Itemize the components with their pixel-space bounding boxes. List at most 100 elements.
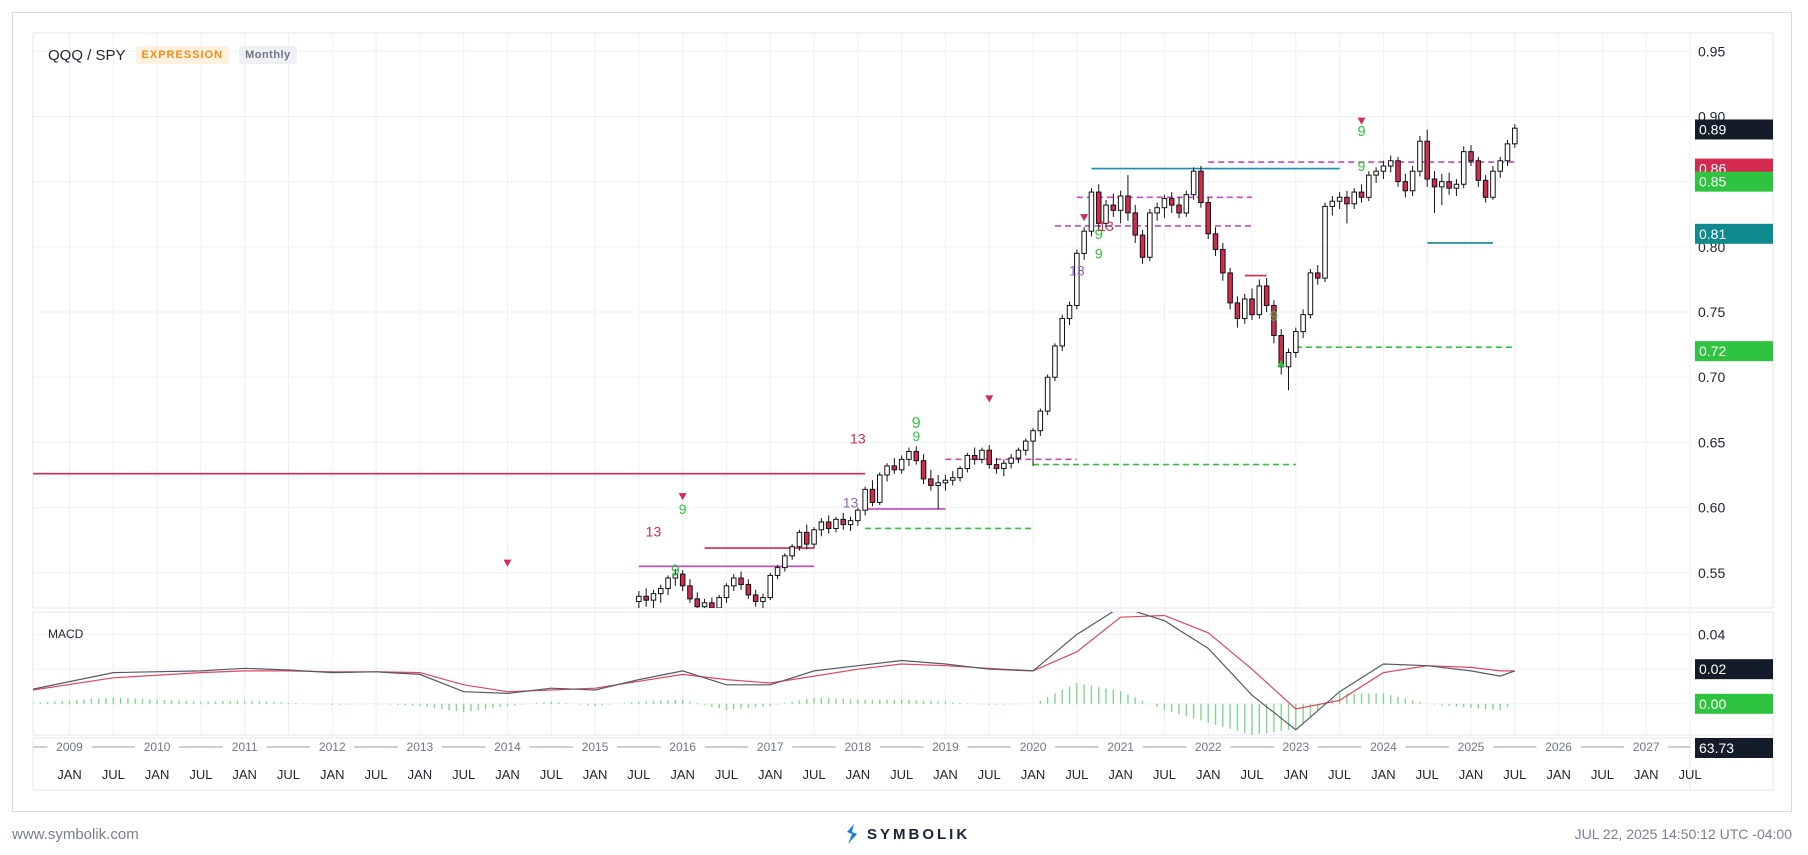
candle-up: [1081, 230, 1087, 254]
month-tick-label: JAN: [145, 767, 170, 782]
month-tick-label: JAN: [320, 767, 345, 782]
sell-arrow-icon: [1080, 214, 1089, 222]
candle-up: [672, 573, 679, 579]
candle-up: [1439, 181, 1445, 188]
candle-up: [636, 595, 642, 602]
month-tick-label: JUL: [1065, 767, 1088, 782]
month-tick-label: JAN: [1546, 767, 1571, 782]
candle-up: [1329, 200, 1336, 207]
candle-up: [760, 597, 766, 602]
candle-up: [1307, 272, 1314, 316]
candle-down: [993, 464, 1000, 469]
year-label-bg: [397, 739, 442, 755]
price-tick-label: 0.55: [1698, 565, 1725, 581]
year-tick-label: 2012: [319, 740, 346, 754]
candle-up: [665, 577, 671, 589]
candle-up: [657, 587, 664, 595]
year-tick-label: 2016: [669, 740, 696, 754]
price-label: 0.72: [1699, 343, 1726, 359]
candle-up: [1103, 204, 1109, 224]
candle-up: [1460, 151, 1467, 185]
support-resistance-lines: [33, 161, 1515, 568]
candle-up: [1117, 195, 1124, 211]
candle-up: [1490, 170, 1496, 198]
candle-down: [1220, 248, 1226, 274]
month-tick-label: JUL: [978, 767, 1001, 782]
candle-up: [1161, 198, 1168, 209]
year-label-bg: [835, 739, 880, 755]
footer-website[interactable]: www.symbolik.com: [12, 826, 139, 843]
candle-up: [1512, 127, 1518, 145]
year-label-bg: [1536, 739, 1581, 755]
time-axis-border: [32, 737, 1774, 791]
month-tick-label: JUL: [452, 767, 475, 782]
candle-up: [935, 482, 941, 486]
period-tag[interactable]: Monthly: [239, 46, 297, 64]
candle-down: [913, 451, 920, 462]
year-tick-label: 2027: [1633, 740, 1660, 754]
candle-up: [1336, 196, 1343, 202]
candle-down: [1263, 285, 1270, 307]
candle-down: [1358, 191, 1365, 198]
symbol-title[interactable]: QQQ / SPY: [48, 46, 126, 64]
macd-label-bg: [1695, 693, 1773, 714]
candle-up: [1066, 305, 1073, 320]
candle-down: [1314, 272, 1321, 279]
candle-up: [774, 567, 781, 576]
month-tick-label: JUL: [715, 767, 738, 782]
candle-up: [1351, 191, 1357, 205]
candle-down: [1212, 233, 1219, 250]
candle-down: [1198, 170, 1204, 204]
year-tick-label: 2019: [932, 740, 959, 754]
month-tick-label: JAN: [495, 767, 520, 782]
candle-down: [1395, 160, 1401, 183]
month-tick-label: JUL: [1678, 767, 1701, 782]
candle-up: [862, 488, 868, 511]
candle-up: [833, 518, 839, 529]
candle-down: [1424, 140, 1430, 180]
candle-down: [738, 577, 744, 586]
candle-down: [1139, 234, 1146, 258]
macd-line: [33, 612, 1516, 731]
macd-panel: [33, 612, 1516, 735]
month-tick-label: JUL: [277, 767, 300, 782]
setup-count-label: 9: [1357, 123, 1365, 140]
year-label-bg: [1361, 739, 1406, 755]
candle-up: [942, 479, 949, 484]
price-panel-border: [32, 32, 1774, 609]
price-label: 0.89: [1699, 121, 1726, 137]
chart-header: QQQ / SPY EXPRESSION Monthly: [48, 46, 297, 64]
candle-down: [971, 454, 978, 460]
macd-panel-border: [32, 611, 1774, 736]
candle-up: [1154, 207, 1160, 214]
year-label-bg: [1449, 739, 1494, 755]
macd-signal-line: [33, 614, 1515, 710]
year-label-bg: [1624, 739, 1669, 755]
macd-panel-label: MACD: [48, 627, 84, 641]
candle-up: [1001, 462, 1007, 469]
price-tick-label: 0.75: [1698, 304, 1725, 320]
candle-down: [679, 573, 686, 587]
candle-up: [1037, 410, 1044, 432]
month-tick-label: JAN: [670, 767, 695, 782]
candle-up: [898, 458, 905, 471]
month-tick-label: JAN: [1021, 767, 1046, 782]
month-tick-label: JUL: [365, 767, 388, 782]
year-label-bg: [310, 739, 355, 755]
candle-down: [687, 585, 693, 600]
month-tick-label: JAN: [57, 767, 82, 782]
candle-up: [1022, 440, 1029, 451]
month-tick-label: JAN: [1108, 767, 1133, 782]
year-label-bg: [222, 739, 267, 755]
candle-down: [1110, 204, 1117, 211]
month-tick-label: JUL: [1416, 767, 1439, 782]
year-tick-label: 2009: [56, 740, 83, 754]
candle-up: [949, 477, 956, 481]
year-tick-label: 2020: [1020, 740, 1047, 754]
price-label-bg: [1695, 341, 1773, 362]
month-tick-label: JAN: [1634, 767, 1659, 782]
month-tick-label: JAN: [1284, 767, 1309, 782]
candle-down: [1095, 191, 1102, 224]
candle-up: [1285, 351, 1292, 368]
